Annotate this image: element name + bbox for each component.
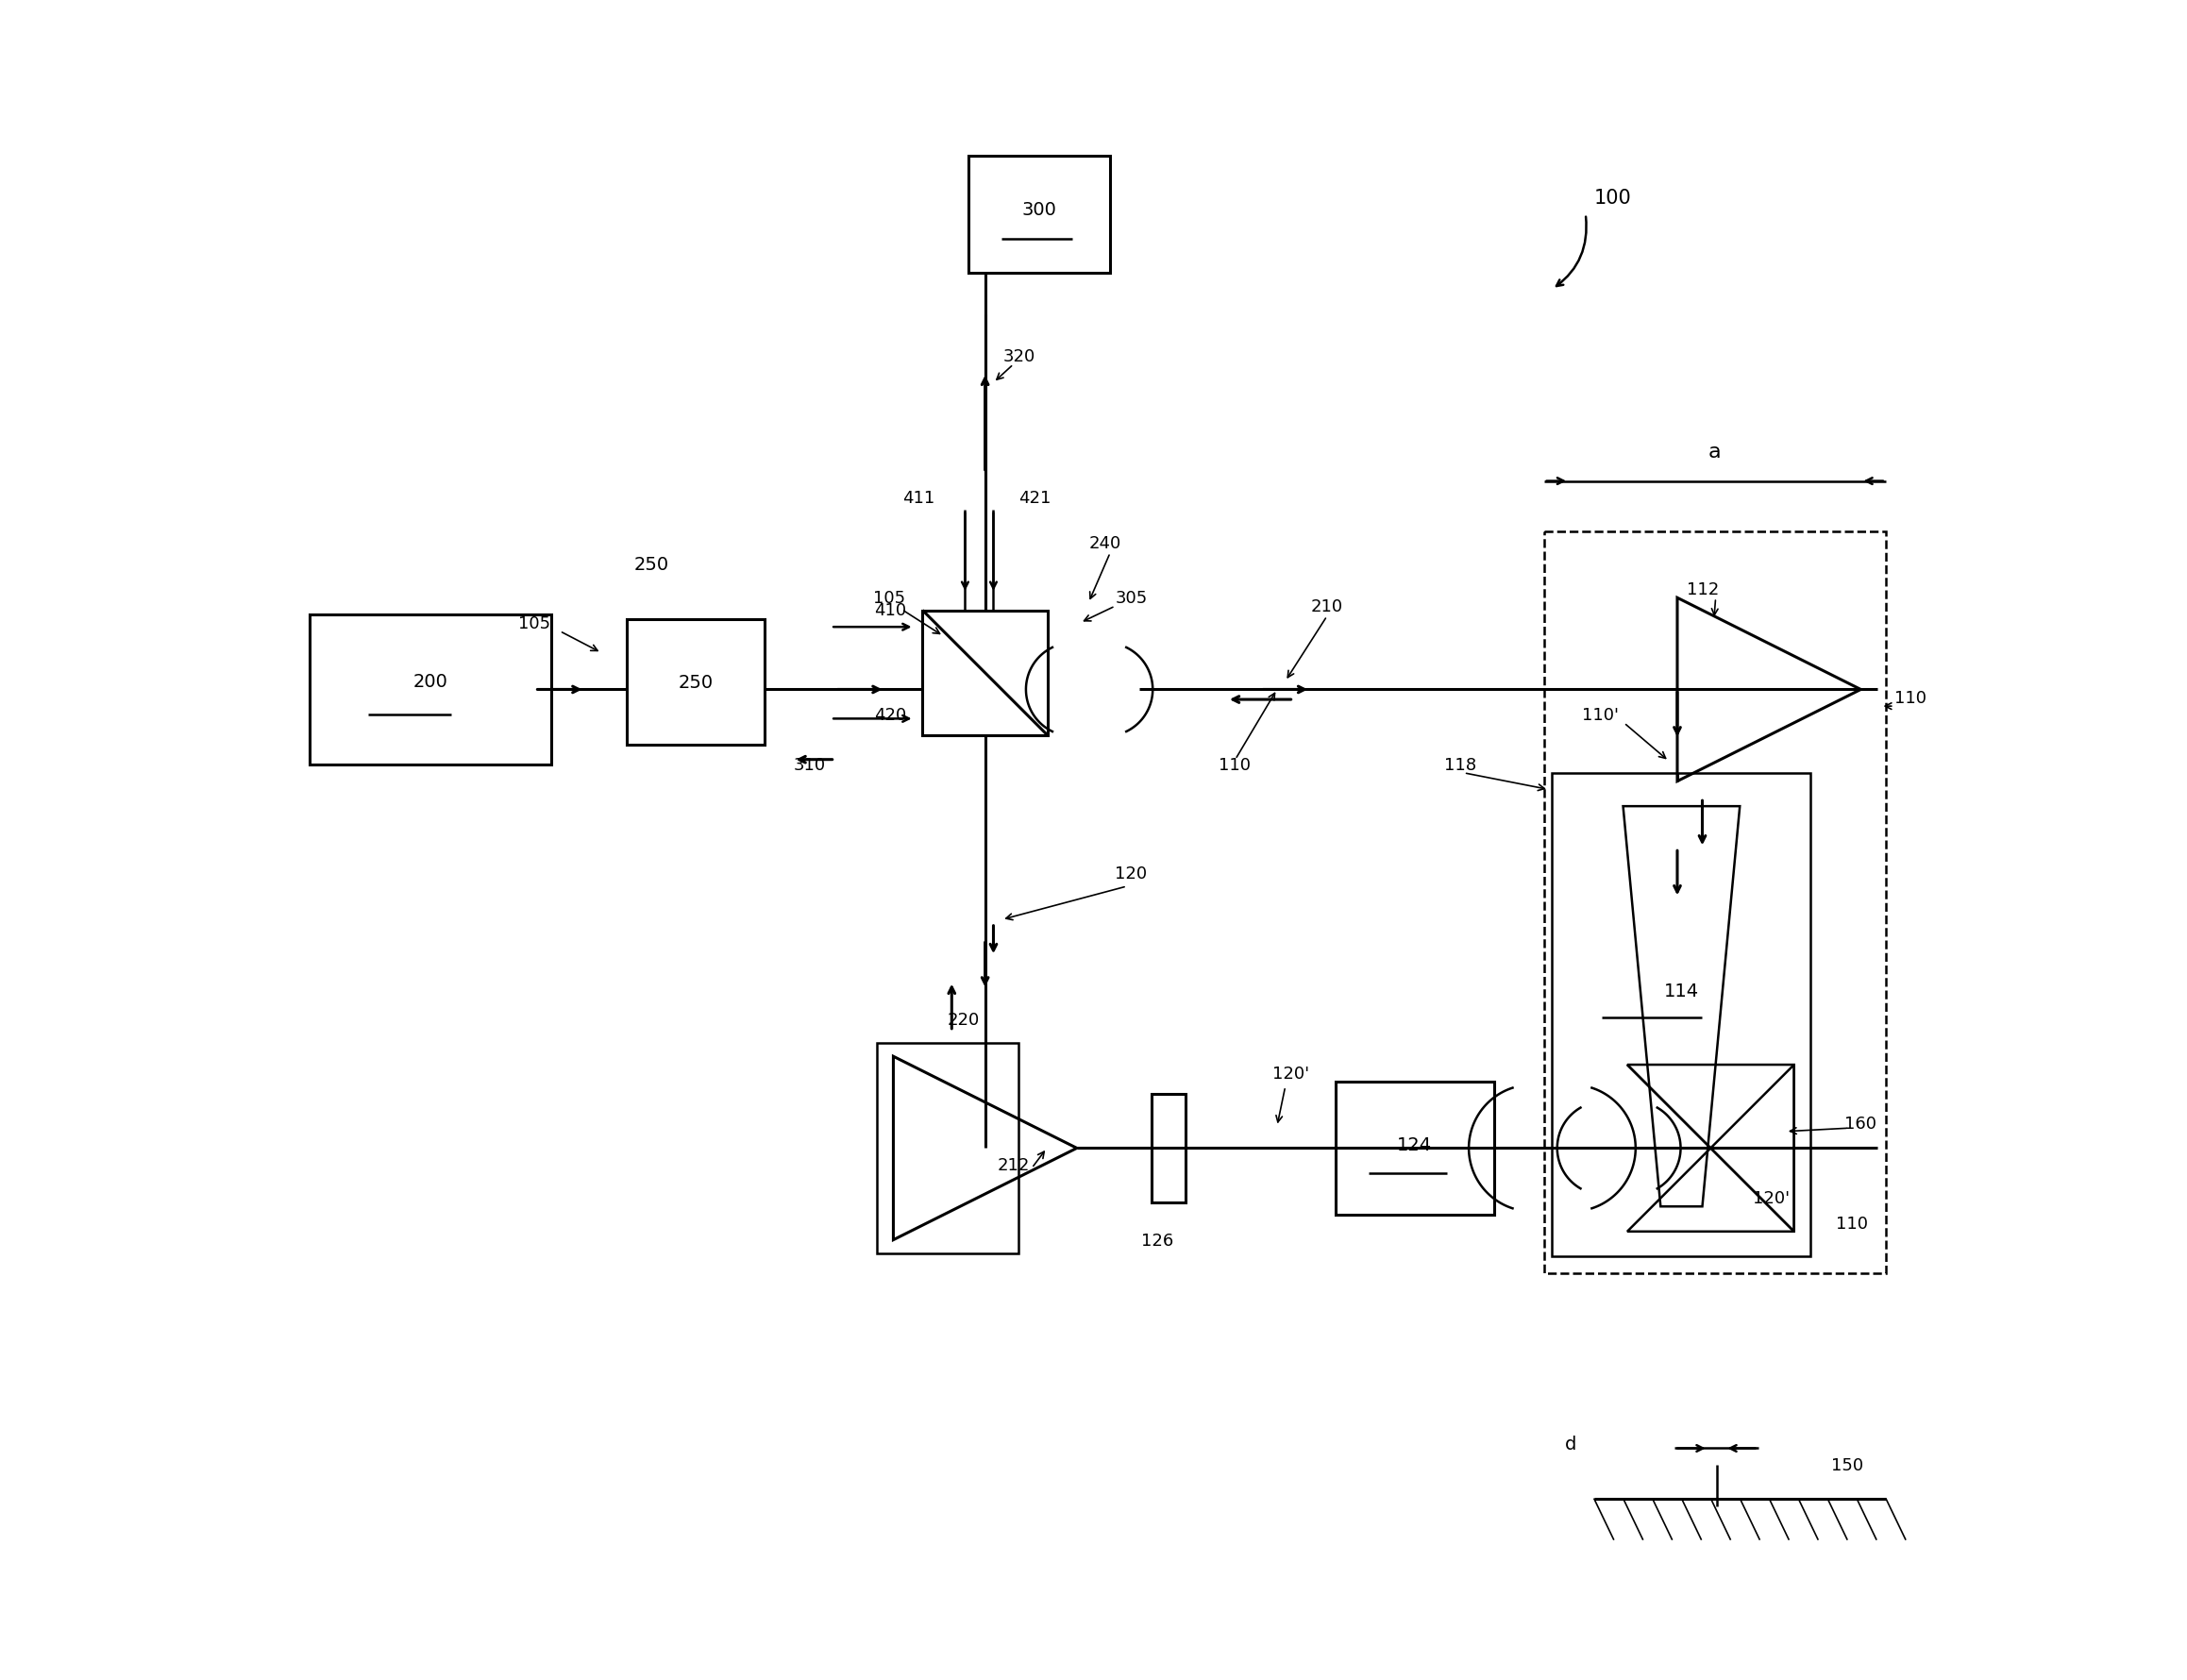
Text: a: a (1708, 442, 1721, 460)
Text: 124: 124 (1397, 1136, 1432, 1154)
Text: 310: 310 (794, 756, 824, 773)
Text: 210: 210 (1310, 598, 1343, 615)
Text: 305: 305 (1115, 590, 1148, 606)
Text: 118: 118 (1443, 756, 1476, 773)
Text: 200: 200 (413, 672, 448, 690)
Text: 120': 120' (1273, 1065, 1308, 1082)
Bar (877, 1043, 1019, 1253)
Bar (923, 612, 1048, 736)
Text: 110': 110' (1581, 707, 1618, 724)
Text: 105: 105 (873, 590, 905, 606)
Text: 160: 160 (1844, 1116, 1876, 1132)
Bar (1153, 1094, 1185, 1203)
Text: 300: 300 (1021, 202, 1056, 218)
Bar (1336, 1082, 1494, 1215)
Text: 420: 420 (875, 707, 908, 724)
Text: 110: 110 (1894, 690, 1927, 707)
Text: 120': 120' (1752, 1189, 1789, 1206)
Text: d: d (1564, 1435, 1577, 1453)
Text: 240: 240 (1089, 534, 1120, 551)
Text: 250: 250 (634, 556, 669, 575)
FancyArrowPatch shape (1557, 217, 1586, 287)
Text: 110: 110 (1218, 756, 1251, 773)
Text: 220: 220 (947, 1011, 980, 1028)
Text: 110: 110 (1835, 1215, 1868, 1231)
Text: 250: 250 (678, 674, 713, 692)
Text: 212: 212 (997, 1156, 1030, 1174)
Bar (1544, 531, 1885, 1273)
Text: 320: 320 (1004, 348, 1037, 365)
Bar (1553, 773, 1811, 1257)
Text: 100: 100 (1594, 188, 1632, 208)
Text: 411: 411 (903, 491, 936, 507)
Text: 112: 112 (1686, 581, 1719, 598)
Bar (311, 615, 551, 764)
Text: 120: 120 (1115, 865, 1148, 882)
Text: 410: 410 (875, 601, 908, 618)
Text: 421: 421 (1019, 491, 1052, 507)
Bar (969, 156, 1111, 274)
Text: 126: 126 (1142, 1231, 1172, 1248)
Text: 105: 105 (518, 615, 551, 632)
Text: 114: 114 (1664, 981, 1699, 1000)
Text: 150: 150 (1831, 1457, 1863, 1473)
Bar (625, 620, 765, 744)
